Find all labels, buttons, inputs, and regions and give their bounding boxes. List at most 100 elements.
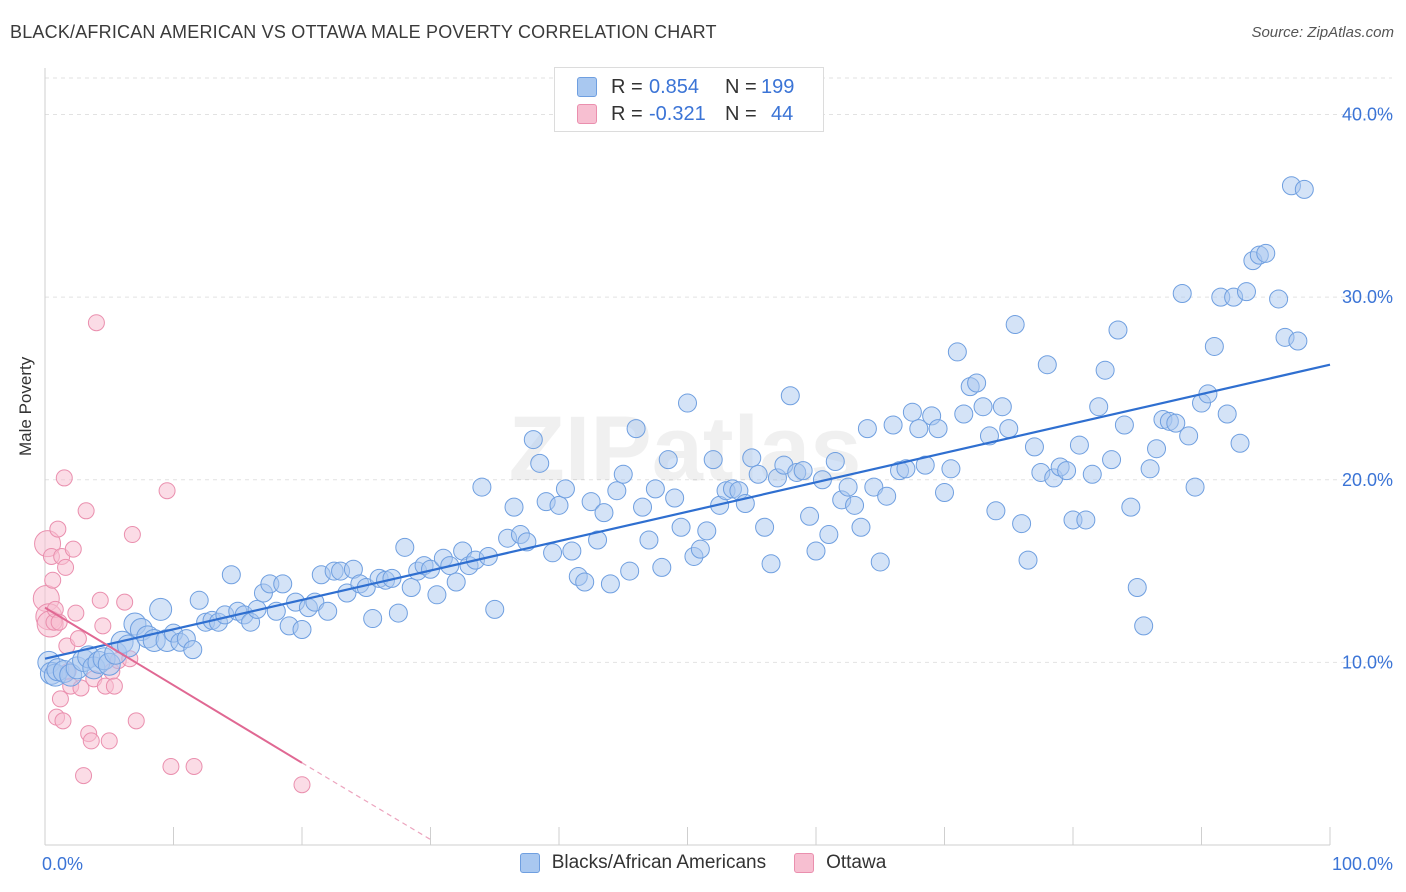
blacks-point [1095, 360, 1115, 380]
blacks-point [690, 539, 710, 559]
blacks-point [613, 464, 633, 484]
correlation-legend: R = 0.854 N = 199 R = -0.321 N = 44 [554, 67, 824, 132]
source-label: Source: ZipAtlas.com [1251, 24, 1394, 41]
n-value: 44 [771, 102, 794, 125]
blacks-point [292, 620, 312, 640]
blacks-point [877, 486, 897, 506]
legend-label: Blacks/African Americans [551, 852, 767, 873]
blacks-point [819, 525, 839, 545]
blacks-point [954, 404, 974, 424]
blacks-point [485, 599, 505, 619]
r-label: R = [611, 102, 643, 125]
blacks-point [1217, 404, 1237, 424]
blacks-point [530, 453, 550, 473]
r-value: -0.321 [649, 102, 706, 125]
blacks-point [857, 419, 877, 439]
blacks-point [1024, 437, 1044, 457]
legend-label: Ottawa [826, 852, 887, 873]
blacks-point [671, 517, 691, 537]
ottawa-point [94, 617, 112, 635]
blacks-point [742, 448, 762, 468]
blue-swatch [519, 853, 540, 873]
blacks-point [941, 459, 961, 479]
x-tick-label: 0.0% [42, 854, 83, 874]
blacks-point [626, 419, 646, 439]
blacks-point [851, 517, 871, 537]
blacks-point [555, 479, 575, 499]
blacks-point [1166, 413, 1186, 433]
blacks-point [388, 603, 408, 623]
blacks-point [1140, 459, 1160, 479]
blacks-point [703, 450, 723, 470]
ottawa-point [77, 502, 95, 520]
blacks-point [1288, 331, 1308, 351]
legend-item-ottawa: Ottawa [794, 852, 886, 874]
blacks-point [183, 640, 203, 660]
ottawa-point [64, 540, 82, 558]
blacks-trend-line [44, 363, 1331, 660]
y-tick-label: 30.0% [1342, 287, 1393, 307]
ottawa-point [87, 314, 105, 332]
blacks-point [607, 481, 627, 501]
blacks-point [633, 497, 653, 517]
blacks-point [979, 426, 999, 446]
blacks-point [967, 373, 987, 393]
ottawa-point [293, 776, 311, 794]
blacks-point [1108, 320, 1128, 340]
blacks-point [620, 561, 640, 581]
blacks-point [401, 578, 421, 598]
blacks-point [1121, 497, 1141, 517]
axes [44, 68, 1331, 846]
blacks-point [600, 574, 620, 594]
ottawa-point [162, 757, 180, 775]
x-tick-label: 100.0% [1332, 854, 1393, 874]
ottawa-point [82, 732, 100, 750]
blacks-point [748, 464, 768, 484]
blacks-point [755, 517, 775, 537]
blacks-point [189, 590, 209, 610]
ottawa-point [67, 604, 85, 622]
blacks-point [1037, 355, 1057, 375]
y-tick-label: 10.0% [1342, 652, 1393, 672]
blacks-point [273, 574, 293, 594]
r-label: R = [611, 75, 643, 98]
ottawa-trend-extension [301, 762, 431, 841]
blacks-point [909, 419, 929, 439]
blacks-point [902, 402, 922, 422]
n-label: N = [725, 102, 757, 125]
ottawa-point [55, 469, 73, 487]
blacks-point [1005, 315, 1025, 335]
blacks-point [780, 386, 800, 406]
ottawa-point [127, 712, 145, 730]
ottawa-point [123, 526, 141, 544]
ottawa-point [75, 767, 93, 785]
ottawa-point [54, 712, 72, 730]
blacks-point [562, 541, 582, 561]
ottawa-point [91, 591, 109, 609]
blacks-point [800, 506, 820, 526]
blacks-point [1179, 426, 1199, 446]
ottawa-point [116, 593, 134, 611]
blacks-point [575, 572, 595, 592]
n-value: 199 [761, 75, 795, 98]
ottawa-point [49, 520, 67, 538]
blacks-point [1230, 433, 1250, 453]
blacks-point [697, 521, 717, 541]
blacks-point [665, 488, 685, 508]
blacks-point [1147, 439, 1167, 459]
ottawa-point [51, 690, 69, 708]
blacks-points [37, 176, 1314, 687]
y-tick-label: 20.0% [1342, 470, 1393, 490]
blacks-point [864, 477, 884, 497]
ottawa-point [185, 757, 203, 775]
n-label: N = [725, 75, 757, 98]
blacks-point [870, 552, 890, 572]
grid-lines [45, 77, 1392, 663]
blacks-point [1134, 616, 1154, 636]
blacks-point [806, 541, 826, 561]
blacks-point [935, 483, 954, 503]
tick-labels: 10.0% 20.0% 30.0% 40.0% 0.0% 100.0% [42, 105, 1393, 874]
blacks-point [999, 419, 1019, 439]
blacks-point [986, 501, 1006, 521]
